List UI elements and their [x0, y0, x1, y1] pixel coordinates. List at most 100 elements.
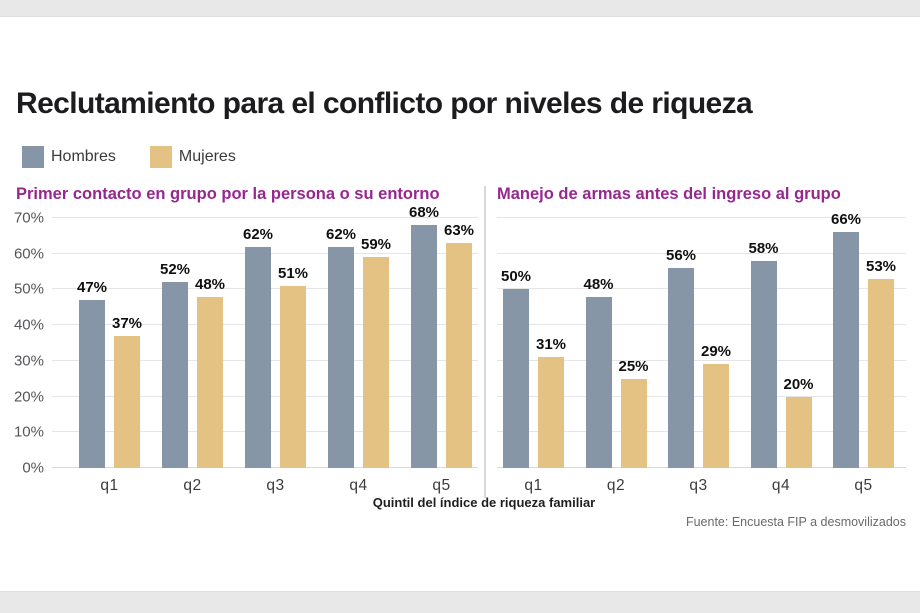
bar-value-label: 31% — [535, 336, 567, 354]
gridline — [497, 431, 906, 433]
hombres-swatch-icon — [22, 146, 44, 168]
x-tick-label: q5 — [432, 477, 451, 494]
bar-value-label: 50% — [500, 268, 532, 286]
source-credit: Fuente: Encuesta FIP a desmovilizados — [685, 515, 906, 529]
bar-value-label: 37% — [111, 314, 143, 332]
plot-area: 47% 37% q1 52% 48% q2 62% 51% q3 62% 59% q4 68% 63% q5 — [52, 204, 478, 494]
bar-group-q5: 66% 53% q5 — [831, 211, 896, 494]
bar-value-label: 63% — [443, 222, 475, 239]
x-tick-label: q4 — [349, 477, 368, 494]
bar-hombres-q2: 52% — [160, 261, 190, 468]
y-axis: 0% 10% 20% 30% 40% 50% 60% 70% — [13, 211, 52, 476]
bar-hombres-q4: 62% — [326, 226, 356, 468]
y-tick-label: 0% — [22, 459, 44, 477]
legend-label: Mujeres — [178, 148, 236, 165]
bar-value-label: 29% — [700, 343, 732, 361]
legend: Hombres Mujeres — [22, 146, 236, 168]
bar-group-q3: 62% 51% q3 — [243, 218, 308, 494]
bar-group-q3: 56% 29% q3 — [666, 218, 731, 494]
bar-group-q4: 62% 59% q4 — [326, 218, 391, 494]
chart-primer-contacto: Primer contacto en grupo por la persona … — [13, 185, 478, 494]
x-tick-label: q5 — [854, 477, 873, 494]
page-title: Reclutamiento para el conflicto por nive… — [16, 87, 753, 120]
bar-groups: 47% 37% q1 52% 48% q2 62% 51% q3 62% 59% q4 68% 63% q5 — [52, 204, 478, 494]
chart-body: 50% 31% q1 48% 25% q2 56% 29% q3 58% 20% q4 66% 53% q5 — [497, 211, 906, 494]
bar-hombres-q4: 58% — [748, 240, 779, 468]
bar-group-q2: 48% 25% q2 — [583, 218, 649, 494]
bar-value-label: 51% — [277, 264, 309, 282]
x-tick-label: q4 — [771, 477, 791, 494]
legend-label: Hombres — [51, 148, 116, 165]
bar-hombres-q1: 50% — [501, 268, 531, 468]
bar-hombres-q3: 62% — [243, 226, 273, 468]
y-tick-label: 60% — [13, 245, 44, 263]
bar-group-q4: 58% 20% q4 — [748, 218, 814, 494]
bar-group-q1: 47% 37% q1 — [77, 218, 142, 494]
bar-value-label: 48% — [194, 275, 226, 293]
gridline — [497, 288, 906, 290]
chart-body: 0% 10% 20% 30% 40% 50% 60% 70% 47% 37% q1 52% 48% q2… — [13, 204, 478, 494]
gridline — [497, 395, 906, 397]
y-tick-label: 30% — [13, 352, 44, 370]
chart-subtitle: Primer contacto en grupo por la persona … — [16, 185, 440, 203]
bar-group-q5: 68% 63% q5 — [409, 204, 474, 494]
bar-value-label: 25% — [618, 357, 649, 375]
y-tick-label: 10% — [13, 423, 44, 441]
chart-manejo-armas: Manejo de armas antes del ingreso al gru… — [497, 185, 906, 494]
y-tick-label: 50% — [13, 280, 44, 298]
bar-value-label: 56% — [665, 247, 697, 264]
gridline — [52, 217, 478, 218]
bar-group-q2: 52% 48% q2 — [160, 218, 225, 494]
mujeres-swatch-icon — [149, 146, 172, 168]
bar-value-label: 48% — [583, 275, 614, 293]
y-tick-label: 40% — [13, 316, 44, 334]
bar-mujeres-q1: 31% — [536, 336, 566, 468]
x-tick-label: q3 — [266, 477, 285, 494]
gridline — [497, 467, 906, 468]
chart-subtitle: Manejo de armas antes del ingreso al gru… — [497, 185, 841, 203]
bar-hombres-q5: 66% — [831, 211, 861, 468]
bar-value-label: 20% — [783, 375, 814, 393]
bar-mujeres-q5: 63% — [444, 222, 474, 468]
bar-hombres-q2: 48% — [583, 276, 614, 468]
bar-mujeres-q3: 51% — [278, 265, 308, 468]
bar-value-label: 66% — [830, 211, 862, 229]
bar-hombres-q3: 56% — [666, 247, 696, 468]
gridline — [497, 252, 906, 254]
bar-value-label: 62% — [242, 225, 274, 243]
bar-mujeres-q2: 48% — [195, 276, 225, 468]
gridline — [497, 359, 906, 361]
bar-value-label: 58% — [748, 239, 779, 257]
x-tick-label: q3 — [689, 477, 708, 494]
bar-hombres-q5: 68% — [409, 204, 439, 468]
plot-area: 50% 31% q1 48% 25% q2 56% 29% q3 58% 20% q4 66% 53% q5 — [497, 211, 906, 494]
bar-value-label: 52% — [159, 261, 191, 279]
gridline — [497, 217, 906, 218]
bar-mujeres-q1: 37% — [112, 315, 142, 468]
x-tick-label: q2 — [606, 477, 626, 494]
x-axis-title: Quintil del índice de riqueza familiar — [372, 495, 596, 510]
bar-mujeres-q3: 29% — [701, 343, 731, 468]
y-tick-label: 20% — [13, 388, 44, 406]
bar-mujeres-q4: 20% — [783, 376, 814, 468]
bar-mujeres-q4: 59% — [361, 236, 391, 468]
chart-divider — [484, 186, 486, 498]
bar-hombres-q1: 47% — [77, 279, 107, 468]
x-tick-label: q2 — [183, 477, 202, 494]
bar-groups: 50% 31% q1 48% 25% q2 56% 29% q3 58% 20% q4 66% 53% q5 — [497, 211, 906, 494]
legend-item-hombres: Hombres — [22, 146, 116, 168]
bar-value-label: 68% — [408, 204, 440, 222]
bar-mujeres-q5: 53% — [866, 258, 896, 468]
x-tick-label: q1 — [524, 477, 543, 494]
charts-row: Primer contacto en grupo por la persona … — [0, 185, 920, 500]
y-tick-label: 70% — [13, 209, 44, 227]
bottom-band — [0, 591, 920, 613]
bar-value-label: 62% — [325, 225, 357, 243]
legend-item-mujeres: Mujeres — [149, 146, 236, 168]
x-tick-label: q1 — [100, 477, 119, 494]
bar-value-label: 59% — [360, 236, 392, 254]
bar-value-label: 53% — [865, 257, 897, 275]
gridline — [497, 324, 906, 326]
bar-value-label: 47% — [76, 279, 108, 297]
